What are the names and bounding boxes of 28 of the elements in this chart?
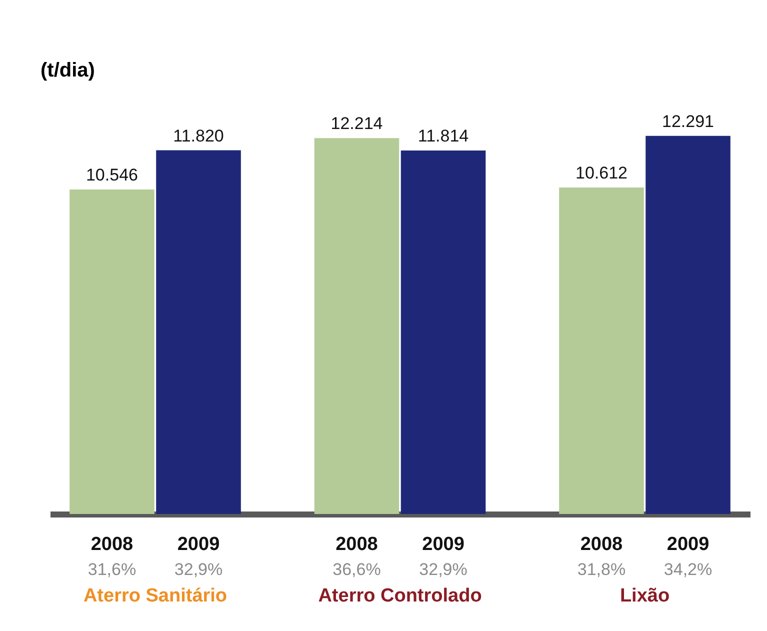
text: 2008	[336, 534, 378, 555]
data-label: 12.214	[330, 114, 383, 134]
text: 32,9%	[419, 560, 468, 579]
bar	[559, 187, 644, 514]
data-label: 10.612	[575, 163, 628, 182]
x-tick-label: Aterro Sanitário	[83, 586, 228, 606]
y-axis-title: (t/dia)	[40, 60, 95, 82]
x-tick-label: Lixão	[620, 586, 670, 606]
text: 2009	[666, 534, 710, 555]
bar	[646, 136, 730, 514]
bar	[156, 150, 241, 514]
bar	[70, 190, 154, 514]
text: 36,6%	[332, 560, 381, 579]
text: 2008	[580, 534, 623, 555]
data-label: 11.814	[418, 126, 469, 146]
data-label: 10.546	[86, 166, 138, 185]
text: 31,6%	[88, 560, 136, 579]
bar	[314, 138, 400, 514]
text: 32,9%	[174, 560, 223, 579]
series-label: 2009	[177, 534, 220, 555]
text: 34,2%	[664, 560, 712, 579]
data-label: 12.291	[662, 112, 714, 131]
x-tick-label: Aterro Controlado	[318, 586, 482, 606]
data-label: 11.820	[173, 126, 224, 146]
bar	[400, 150, 486, 514]
text: 2009	[422, 534, 464, 555]
series-label: 2008	[90, 534, 134, 555]
text: 31,8%	[577, 560, 626, 579]
